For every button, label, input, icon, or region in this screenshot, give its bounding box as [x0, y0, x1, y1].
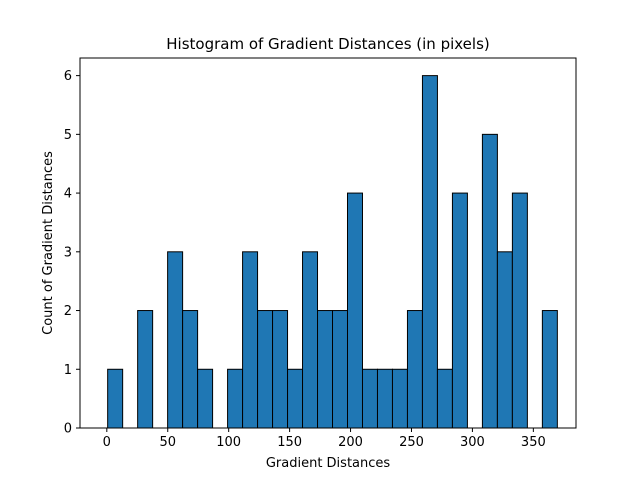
x-tick-label: 200 — [338, 435, 363, 450]
y-axis-ticks: 0 1 2 3 4 5 6 — [64, 69, 80, 437]
histogram-bar — [376, 368, 393, 429]
histogram-bar — [107, 368, 124, 429]
histogram-bar — [167, 251, 184, 429]
histogram-bar — [182, 310, 199, 429]
x-tick-label: 0 — [103, 435, 111, 450]
bars-group — [107, 75, 558, 429]
y-tick-label: 1 — [64, 363, 72, 378]
histogram-bar — [137, 310, 154, 429]
x-tick-label: 50 — [159, 435, 176, 450]
histogram-bar — [421, 75, 438, 429]
y-tick-label: 4 — [64, 187, 72, 202]
y-tick-label: 2 — [64, 304, 72, 319]
histogram-bar — [361, 368, 378, 429]
histogram-bar — [481, 133, 498, 429]
histogram-bar — [302, 251, 319, 429]
histogram-bar — [451, 192, 468, 429]
x-axis-title: Gradient Distances — [266, 456, 391, 471]
chart-title: Histogram of Gradient Distances (in pixe… — [166, 35, 490, 53]
histogram-bar — [511, 192, 528, 429]
histogram-bar — [227, 368, 244, 429]
histogram-bar — [242, 251, 259, 429]
y-axis-title: Count of Gradient Distances — [41, 151, 56, 335]
histogram-bar — [257, 310, 274, 429]
histogram-bar — [332, 310, 348, 429]
histogram-bar — [197, 368, 214, 429]
x-tick-label: 350 — [521, 435, 546, 450]
x-tick-label: 250 — [399, 435, 424, 450]
histogram-bar — [496, 251, 513, 429]
x-axis-ticks: 0 50 100 150 200 250 300 350 — [103, 428, 546, 450]
histogram-bar — [317, 310, 334, 429]
histogram-bar — [287, 368, 304, 429]
histogram-bar — [346, 192, 363, 429]
x-tick-label: 100 — [216, 435, 241, 450]
x-tick-label: 300 — [460, 435, 485, 450]
histogram-bar — [406, 310, 423, 429]
y-tick-label: 5 — [64, 128, 72, 143]
y-tick-label: 0 — [64, 422, 72, 437]
histogram-bar — [272, 310, 289, 429]
histogram-bar — [391, 368, 408, 429]
histogram-bar — [541, 310, 558, 429]
histogram-bar — [436, 368, 453, 429]
x-tick-label: 150 — [277, 435, 302, 450]
y-tick-label: 3 — [64, 245, 72, 260]
plot-area-frame — [79, 57, 577, 429]
y-tick-label: 6 — [64, 69, 72, 84]
